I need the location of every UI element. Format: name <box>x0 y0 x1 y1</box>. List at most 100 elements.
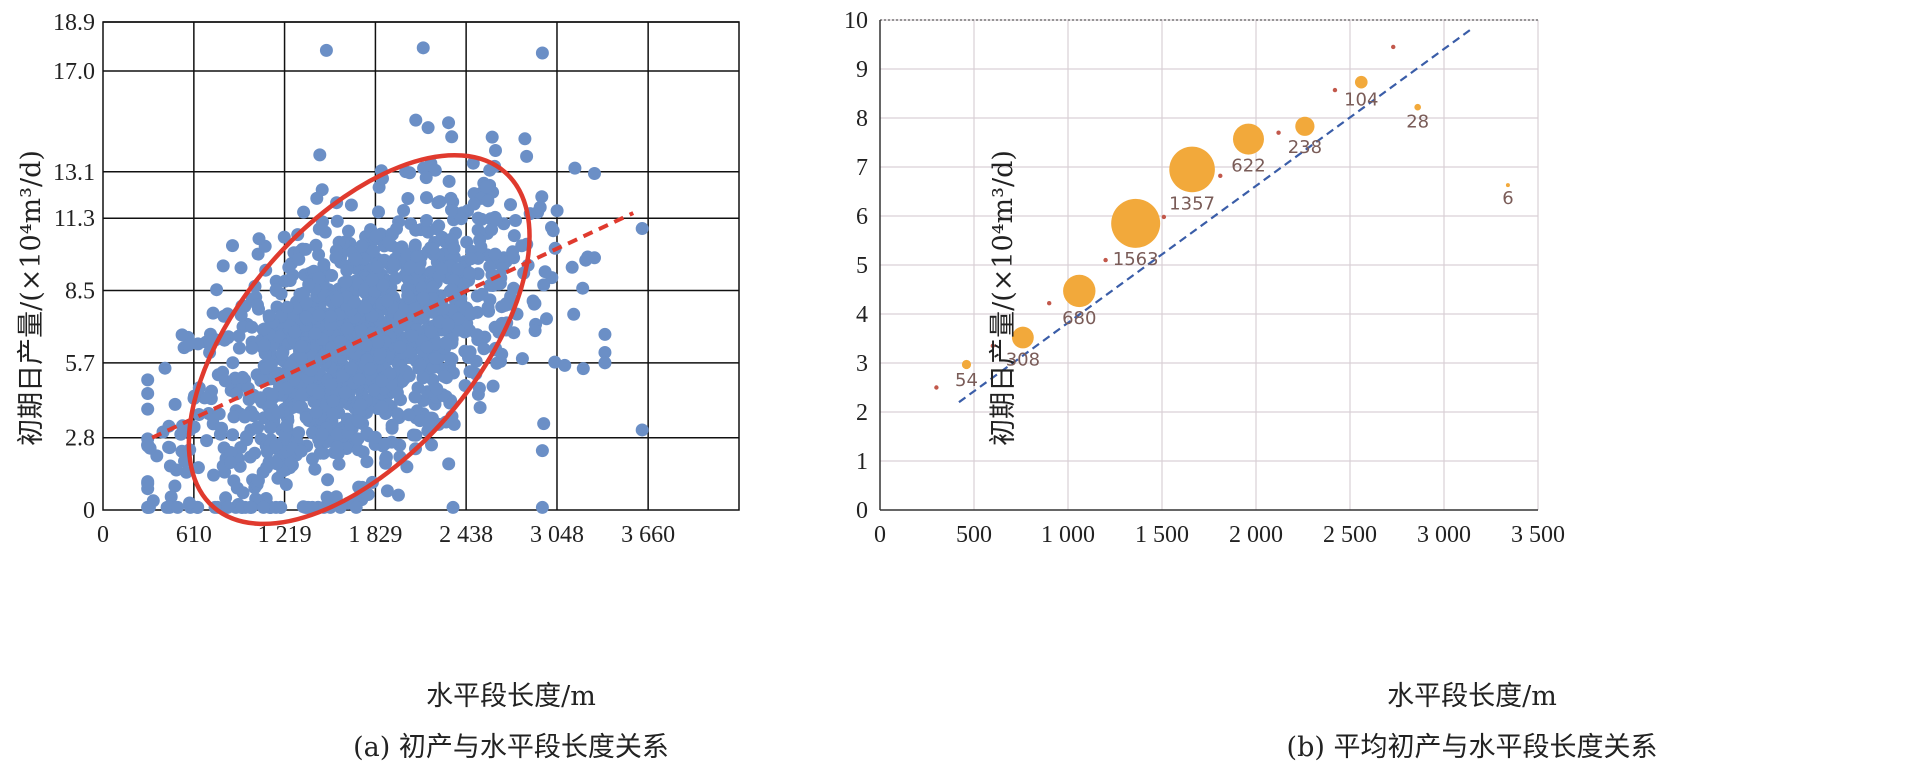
data-point <box>344 361 358 375</box>
bubble-308 <box>1011 326 1034 349</box>
data-point <box>483 260 497 273</box>
panel-b-x-tick-0: 0 <box>874 522 886 548</box>
data-point <box>498 299 512 312</box>
panel-b-y-tick-7: 7 <box>856 155 868 181</box>
data-point <box>309 238 323 252</box>
outlier-point-2 <box>535 46 549 60</box>
data-point <box>393 340 407 354</box>
data-point <box>546 224 560 238</box>
data-point <box>340 264 354 277</box>
data-point <box>507 229 521 243</box>
data-point <box>227 410 241 424</box>
panel-b-x-tick-7: 3 500 <box>1511 522 1565 548</box>
data-point <box>389 271 403 285</box>
panel-a-x-tick-0: 0 <box>97 522 109 548</box>
bubble-label-1357: 1357 <box>1169 193 1215 214</box>
data-point <box>297 205 311 219</box>
data-point <box>403 166 417 180</box>
data-point <box>441 318 455 332</box>
data-point <box>437 370 451 383</box>
data-point <box>425 438 438 452</box>
data-point <box>240 433 254 447</box>
data-point <box>420 340 434 354</box>
data-point <box>320 490 334 504</box>
data-point <box>518 132 532 146</box>
data-point <box>288 325 302 339</box>
data-point <box>464 252 478 266</box>
data-point <box>409 428 423 442</box>
data-point <box>358 300 372 314</box>
data-point <box>537 417 551 431</box>
data-point <box>279 478 293 491</box>
data-point <box>397 204 411 217</box>
panel-b-small-point-6 <box>1276 130 1281 135</box>
data-point <box>141 438 155 452</box>
data-point <box>402 369 416 383</box>
panel-a-ellipse <box>186 153 532 527</box>
bubble-622 <box>1232 123 1264 155</box>
data-point <box>567 307 581 321</box>
data-point <box>442 457 456 471</box>
data-point <box>428 352 442 365</box>
data-point <box>224 456 238 469</box>
data-point <box>576 362 590 376</box>
data-point <box>163 459 177 473</box>
data-point <box>378 437 392 451</box>
data-point <box>419 171 433 185</box>
data-point <box>474 240 488 254</box>
panel-a-x-tick-1: 610 <box>176 522 212 548</box>
data-point <box>486 379 500 393</box>
data-point <box>467 197 481 211</box>
data-point <box>426 242 439 256</box>
bubble-label-238: 238 <box>1288 137 1322 158</box>
outlier-point-0 <box>319 43 333 57</box>
data-point <box>385 421 399 435</box>
data-point <box>451 312 465 326</box>
data-point <box>238 410 252 424</box>
data-point <box>538 265 552 279</box>
data-point <box>426 280 439 294</box>
data-point <box>203 334 217 348</box>
data-point <box>200 434 214 448</box>
outlier-point-17 <box>528 296 542 310</box>
data-point <box>210 283 224 297</box>
data-point <box>445 283 459 297</box>
panel-b-y-tick-1: 1 <box>856 449 868 475</box>
panel-a-overlays <box>151 153 635 527</box>
data-point <box>368 430 382 444</box>
data-point <box>367 383 381 397</box>
data-point <box>496 262 510 275</box>
data-point <box>486 279 500 292</box>
data-point <box>181 338 195 352</box>
data-point <box>568 161 582 175</box>
data-point <box>473 401 487 414</box>
data-point <box>436 302 450 316</box>
data-point <box>381 235 395 249</box>
panel-b-y-tick-9: 9 <box>856 57 868 83</box>
data-point <box>352 372 366 386</box>
data-point <box>294 444 308 458</box>
panel-b-small-point-2 <box>1047 301 1052 306</box>
bubble-label-28: 28 <box>1406 112 1429 133</box>
bubble-1357 <box>1169 146 1215 193</box>
panel-b-ticks: 0 500 1 000 1 500 2 000 2 500 3 000 3 500 0 1 2 3 4 5… <box>844 8 1565 548</box>
data-point <box>175 328 189 342</box>
data-point <box>274 500 288 514</box>
data-point <box>434 262 448 276</box>
data-point <box>395 240 409 254</box>
data-point <box>316 215 329 229</box>
data-point <box>528 324 542 338</box>
data-point <box>168 397 182 411</box>
panel-b-small-point-1 <box>990 343 995 349</box>
data-point <box>451 323 465 337</box>
data-point <box>358 282 372 296</box>
data-point <box>230 387 244 401</box>
data-point <box>332 457 346 471</box>
data-point <box>141 402 155 416</box>
data-point <box>280 300 294 314</box>
bubble-label-622: 622 <box>1231 156 1265 177</box>
data-point <box>326 407 340 421</box>
data-point <box>454 212 468 226</box>
panel-b-x-tick-1: 500 <box>956 522 992 548</box>
data-point <box>251 474 265 488</box>
